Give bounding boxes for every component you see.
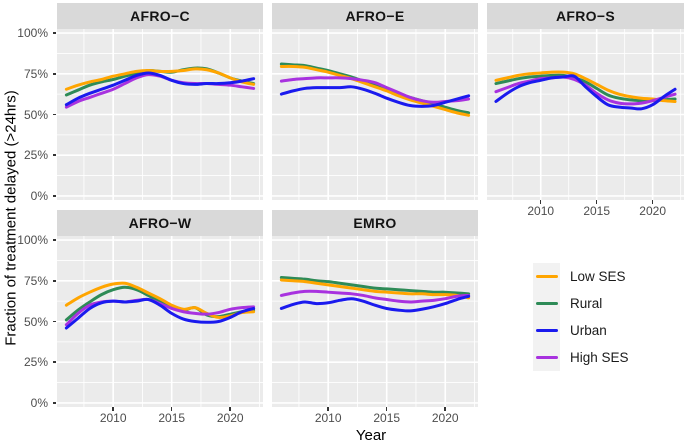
y-axis-tick-label: 50% — [23, 107, 48, 122]
y-axis-tick-label: 0% — [30, 188, 48, 203]
x-axis-afro-w: 2010 2015 2020 — [57, 407, 263, 429]
y-axis-tick — [52, 320, 56, 323]
legend-swatch-low-ses-line-icon — [535, 274, 558, 279]
y-axis-tick-label: 25% — [23, 148, 48, 163]
x-axis-tick-label: 2015 — [373, 411, 401, 425]
x-axis-tick-label: 2015 — [583, 204, 611, 218]
x-axis-tick — [229, 407, 231, 411]
x-axis-emro: 2010 2015 2020 — [272, 407, 478, 429]
x-axis-tick — [595, 200, 598, 204]
y-axis-tick — [52, 154, 56, 156]
facet-panel — [487, 29, 684, 200]
y-axis-tick — [52, 402, 56, 404]
facet-title: AFRO−E — [345, 8, 405, 24]
facet-panel — [272, 236, 478, 407]
facet-strip: AFRO−S — [487, 3, 684, 29]
legend-swatch-high-ses-line-icon — [535, 355, 558, 360]
x-axis-tick-label: 2010 — [314, 411, 342, 425]
legend-item-low-ses: Low SES — [533, 263, 626, 290]
facet-panel — [272, 29, 478, 200]
x-axis-tick — [444, 407, 446, 411]
y-axis-row-2: 0% 25% 50% 75% 100% — [0, 233, 57, 410]
x-axis-tick-label: 2010 — [527, 204, 555, 218]
y-axis-tick-label: 0% — [30, 395, 48, 410]
legend-key — [533, 290, 560, 317]
y-axis-tick — [52, 195, 56, 197]
x-axis-tick — [170, 407, 173, 411]
legend-item-high-ses: High SES — [533, 344, 629, 371]
legend-item-urban: Urban — [533, 317, 607, 344]
y-axis-tick-label: 50% — [23, 314, 48, 329]
x-axis-tick — [539, 200, 542, 204]
y-axis-tick-label: 75% — [23, 273, 48, 288]
x-axis-tick — [112, 407, 114, 411]
x-axis-tick-label: 2020 — [639, 204, 667, 218]
facet-panel — [57, 29, 263, 200]
facet-title: AFRO−S — [556, 8, 615, 24]
y-axis-tick — [52, 113, 56, 116]
facet-emro: EMRO — [272, 210, 478, 407]
x-axis-tick-label: 2020 — [216, 411, 244, 425]
legend-label: High SES — [570, 350, 629, 365]
x-axis-afro-s: 2010 2015 2020 — [487, 200, 684, 222]
y-axis-tick — [52, 361, 56, 363]
x-axis-title: Year — [355, 427, 387, 444]
facet-afro-e: AFRO−E — [272, 3, 478, 200]
x-axis-tick-label: 2010 — [99, 411, 127, 425]
legend-item-rural: Rural — [533, 290, 602, 317]
facet-strip: AFRO−C — [57, 3, 263, 29]
legend-key — [533, 263, 560, 290]
legend-swatch-urban-line-icon — [535, 328, 558, 333]
y-axis-tick-label: 25% — [23, 355, 48, 370]
y-axis-tick-label: 100% — [17, 26, 48, 41]
y-axis-tick — [52, 239, 56, 241]
x-axis-tick — [385, 407, 388, 411]
x-axis-tick-label: 2020 — [431, 411, 459, 425]
facet-title: EMRO — [353, 215, 397, 231]
legend: Low SES Rural Urban High SES — [533, 263, 685, 371]
legend-label: Urban — [570, 323, 607, 338]
facet-strip: AFRO−E — [272, 3, 478, 29]
legend-label: Rural — [570, 296, 603, 311]
y-axis-tick — [52, 280, 56, 282]
facet-strip: AFRO−W — [57, 210, 263, 236]
legend-key — [533, 344, 560, 371]
facet-strip: EMRO — [272, 210, 478, 236]
y-axis-tick-label: 100% — [17, 233, 48, 248]
legend-swatch-rural-line-icon — [535, 301, 558, 306]
y-axis-row-1: 0% 25% 50% 75% 100% — [0, 26, 57, 203]
legend-label: Low SES — [570, 269, 626, 284]
x-axis-tick — [327, 407, 329, 411]
y-axis-tick — [52, 32, 56, 34]
x-axis-tick — [651, 200, 654, 204]
facet-afro-c: AFRO−C — [57, 3, 263, 200]
y-axis-tick — [52, 73, 56, 75]
x-axis-tick-label: 2015 — [158, 411, 186, 425]
facet-afro-w: AFRO−W — [57, 210, 263, 407]
facet-panel — [57, 236, 263, 407]
y-axis-tick-label: 75% — [23, 66, 48, 81]
facet-title: AFRO−W — [128, 215, 192, 231]
legend-key — [533, 317, 560, 344]
facet-title: AFRO−C — [130, 8, 190, 24]
facet-afro-s: AFRO−S — [487, 3, 684, 200]
